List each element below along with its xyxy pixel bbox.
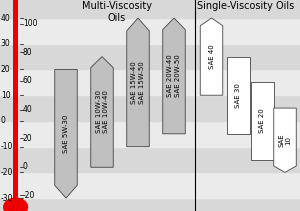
Polygon shape bbox=[163, 18, 185, 134]
Text: 80: 80 bbox=[23, 48, 32, 57]
Polygon shape bbox=[274, 108, 296, 172]
Text: 60: 60 bbox=[23, 76, 32, 85]
Text: SAE 30: SAE 30 bbox=[236, 83, 242, 108]
Polygon shape bbox=[91, 57, 113, 167]
Bar bbox=[0, 69, 300, 95]
Text: -30: -30 bbox=[1, 194, 13, 203]
Text: 30: 30 bbox=[1, 39, 11, 48]
Text: SAE
10: SAE 10 bbox=[278, 133, 292, 147]
Text: -20: -20 bbox=[23, 191, 35, 200]
Text: Single-Viscosity Oils: Single-Viscosity Oils bbox=[197, 1, 295, 11]
Text: 20: 20 bbox=[23, 134, 32, 143]
Bar bbox=[0, 147, 300, 172]
Text: SAE 5W-30: SAE 5W-30 bbox=[63, 115, 69, 153]
Text: -20: -20 bbox=[1, 168, 13, 177]
Polygon shape bbox=[200, 18, 223, 95]
Text: 40: 40 bbox=[23, 105, 32, 114]
Text: SAE 20: SAE 20 bbox=[260, 109, 266, 133]
Text: 10: 10 bbox=[1, 91, 10, 100]
Polygon shape bbox=[227, 57, 250, 134]
Bar bbox=[13, 0, 18, 206]
Text: SAE 15W-40
SAE 15W-50: SAE 15W-40 SAE 15W-50 bbox=[131, 61, 145, 104]
Text: 0: 0 bbox=[1, 116, 6, 125]
Bar bbox=[0, 172, 300, 198]
Text: Multi-Viscosity
Oils: Multi-Viscosity Oils bbox=[82, 1, 152, 23]
Text: 40: 40 bbox=[1, 14, 11, 23]
Text: SAE 40: SAE 40 bbox=[208, 44, 214, 69]
Bar bbox=[0, 18, 300, 44]
Text: 20: 20 bbox=[1, 65, 10, 74]
Bar bbox=[0, 0, 300, 18]
Text: SAE 10W-30
SAE 10W-40: SAE 10W-30 SAE 10W-40 bbox=[95, 91, 109, 133]
Bar bbox=[0, 121, 300, 147]
Polygon shape bbox=[127, 18, 149, 147]
Text: SAE 20W-40
SAE 20W-50: SAE 20W-40 SAE 20W-50 bbox=[167, 54, 181, 97]
Polygon shape bbox=[251, 82, 274, 160]
Bar bbox=[0, 198, 300, 211]
Bar bbox=[0, 95, 300, 121]
Text: -10: -10 bbox=[1, 142, 13, 151]
Text: 100: 100 bbox=[23, 19, 37, 28]
Text: 0: 0 bbox=[23, 162, 28, 171]
Polygon shape bbox=[55, 69, 77, 198]
Ellipse shape bbox=[4, 198, 28, 211]
Bar bbox=[0, 44, 300, 69]
